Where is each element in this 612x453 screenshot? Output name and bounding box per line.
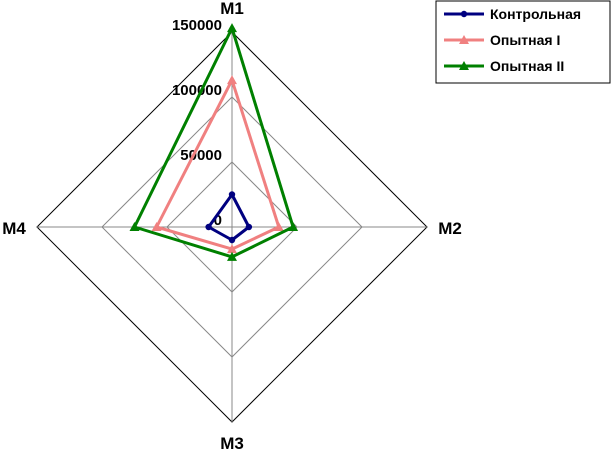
radial-tick-label: 0 <box>214 212 222 229</box>
data-point <box>273 222 284 231</box>
data-point <box>205 223 212 231</box>
legend-label-control: Контрольная <box>490 6 581 22</box>
axis-label-m1: M1 <box>220 0 244 18</box>
radial-tick-label: 150000 <box>172 17 222 34</box>
data-point <box>129 222 140 231</box>
legend: Контрольная Опытная I Опытная II <box>435 0 611 84</box>
data-point <box>151 222 162 231</box>
data-point <box>245 223 253 231</box>
legend-label-exp-2: Опытная II <box>490 58 564 74</box>
legend-swatch-marker <box>459 35 469 44</box>
data-point <box>227 251 237 261</box>
legend-swatch-marker <box>459 61 469 70</box>
data-point <box>228 236 236 244</box>
axis-label-m4: M4 <box>2 219 26 238</box>
legend-swatch <box>444 10 484 18</box>
radial-tick-label: 50000 <box>180 147 222 164</box>
series-3 <box>129 23 299 261</box>
series-group <box>129 23 299 261</box>
series-1 <box>205 191 253 244</box>
data-point <box>227 23 237 33</box>
data-point <box>227 75 237 85</box>
legend-label-exp-1: Опытная I <box>490 32 560 48</box>
series-2 <box>151 75 284 254</box>
legend-swatch-marker <box>460 10 468 18</box>
axis-label-m2: M2 <box>438 219 462 238</box>
data-point <box>227 244 237 254</box>
data-point <box>228 191 236 198</box>
legend-swatch <box>444 61 484 70</box>
axis-labels: M1 M2 M3 M4 <box>2 0 462 453</box>
data-point <box>288 222 299 231</box>
series-line <box>207 193 251 242</box>
axis-label-m3: M3 <box>220 434 244 453</box>
radar-grid <box>36 31 428 423</box>
legend-swatch <box>444 35 484 44</box>
radial-tick-label: 100000 <box>172 82 222 99</box>
